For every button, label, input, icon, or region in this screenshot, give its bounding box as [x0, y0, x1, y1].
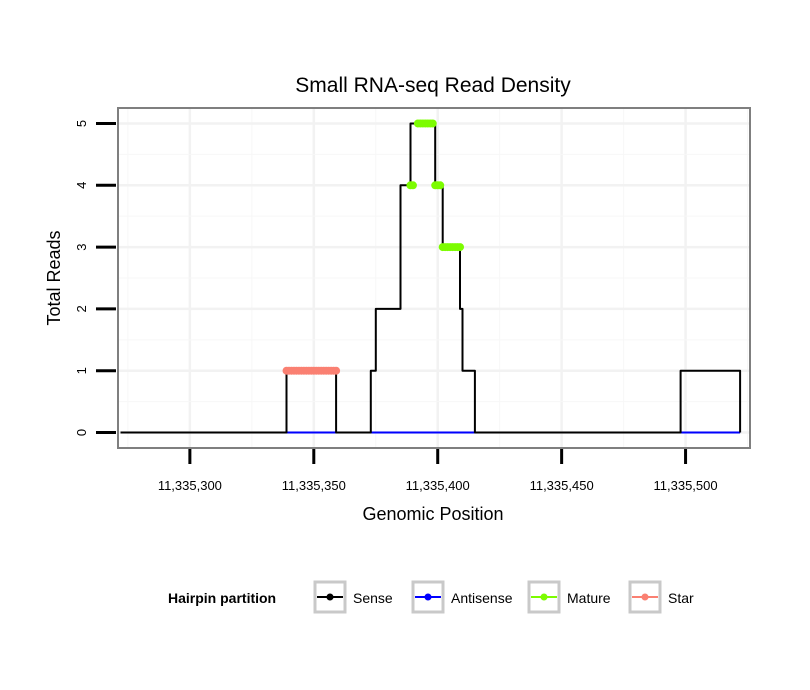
y-tick-label: 0 — [74, 429, 89, 436]
mature-point — [436, 181, 445, 190]
legend-entry-star: Star — [628, 580, 694, 614]
x-tick-label: 11,335,400 — [406, 478, 470, 493]
legend-label: Antisense — [451, 590, 513, 606]
legend-key-point — [641, 593, 649, 601]
legend-label: Star — [668, 590, 694, 606]
plot-panel-border — [117, 107, 751, 449]
x-axis: 11,335,300 11,335,350 11,335,400 11,335,450… — [158, 449, 718, 493]
y-tick-label: 4 — [74, 182, 89, 189]
y-tick-label: 3 — [74, 243, 89, 250]
legend-entry-mature: Mature — [527, 580, 611, 614]
mature-point — [456, 243, 465, 252]
legend-label: Mature — [567, 590, 611, 606]
legend-key-point — [424, 593, 432, 601]
y-axis: 0 1 2 3 4 5 — [74, 120, 116, 436]
mature-point — [408, 181, 417, 190]
mature-point — [428, 119, 437, 128]
star-point — [332, 366, 341, 375]
x-tick-label: 11,335,500 — [654, 478, 718, 493]
y-tick-label: 2 — [74, 305, 89, 312]
legend-label: Sense — [353, 590, 393, 606]
y-axis-label: Total Reads — [44, 230, 64, 325]
legend-entry-sense: Sense — [313, 580, 393, 614]
x-tick-label: 11,335,300 — [158, 478, 222, 493]
x-axis-label: Genomic Position — [362, 504, 503, 524]
x-tick-label: 11,335,450 — [530, 478, 594, 493]
y-tick-label: 5 — [74, 120, 89, 127]
x-tick-label: 11,335,350 — [282, 478, 346, 493]
legend-entry-antisense: Antisense — [411, 580, 513, 614]
legend-title: Hairpin partition — [168, 590, 276, 606]
y-tick-label: 1 — [74, 367, 89, 374]
chart-title: Small RNA-seq Read Density — [295, 74, 571, 97]
legend: Hairpin partition Sense Antisense Mature St… — [168, 580, 694, 614]
legend-key-point — [540, 593, 548, 601]
series-layer — [120, 119, 742, 434]
legend-key-point — [326, 593, 334, 601]
